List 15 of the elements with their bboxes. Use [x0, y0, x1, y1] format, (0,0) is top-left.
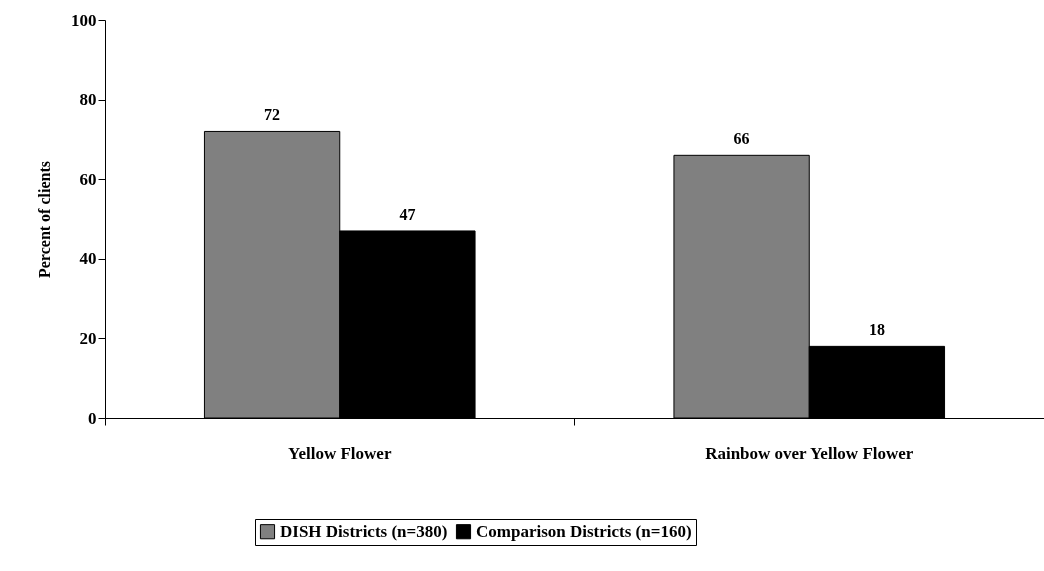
y-tick-label: 100	[71, 10, 97, 30]
data-label: 18	[868, 321, 885, 339]
y-tick-label: 80	[79, 90, 97, 110]
x-tick-label: Yellow Flower	[288, 443, 392, 463]
y-tick-label: 0	[88, 408, 97, 428]
y-axis-title: Percent of clients	[36, 161, 53, 278]
y-tick-label: 40	[79, 249, 97, 269]
y-tick-label: 20	[79, 328, 97, 348]
legend-label: DISH Districts (n=380)	[280, 521, 448, 541]
data-label: 47	[399, 205, 416, 223]
data-label: 66	[733, 130, 750, 148]
legend-label: Comparison Districts (n=160)	[476, 521, 692, 541]
data-label: 72	[264, 106, 281, 124]
y-tick-label: 60	[79, 169, 97, 189]
x-tick-label: Rainbow over Yellow Flower	[705, 443, 914, 463]
